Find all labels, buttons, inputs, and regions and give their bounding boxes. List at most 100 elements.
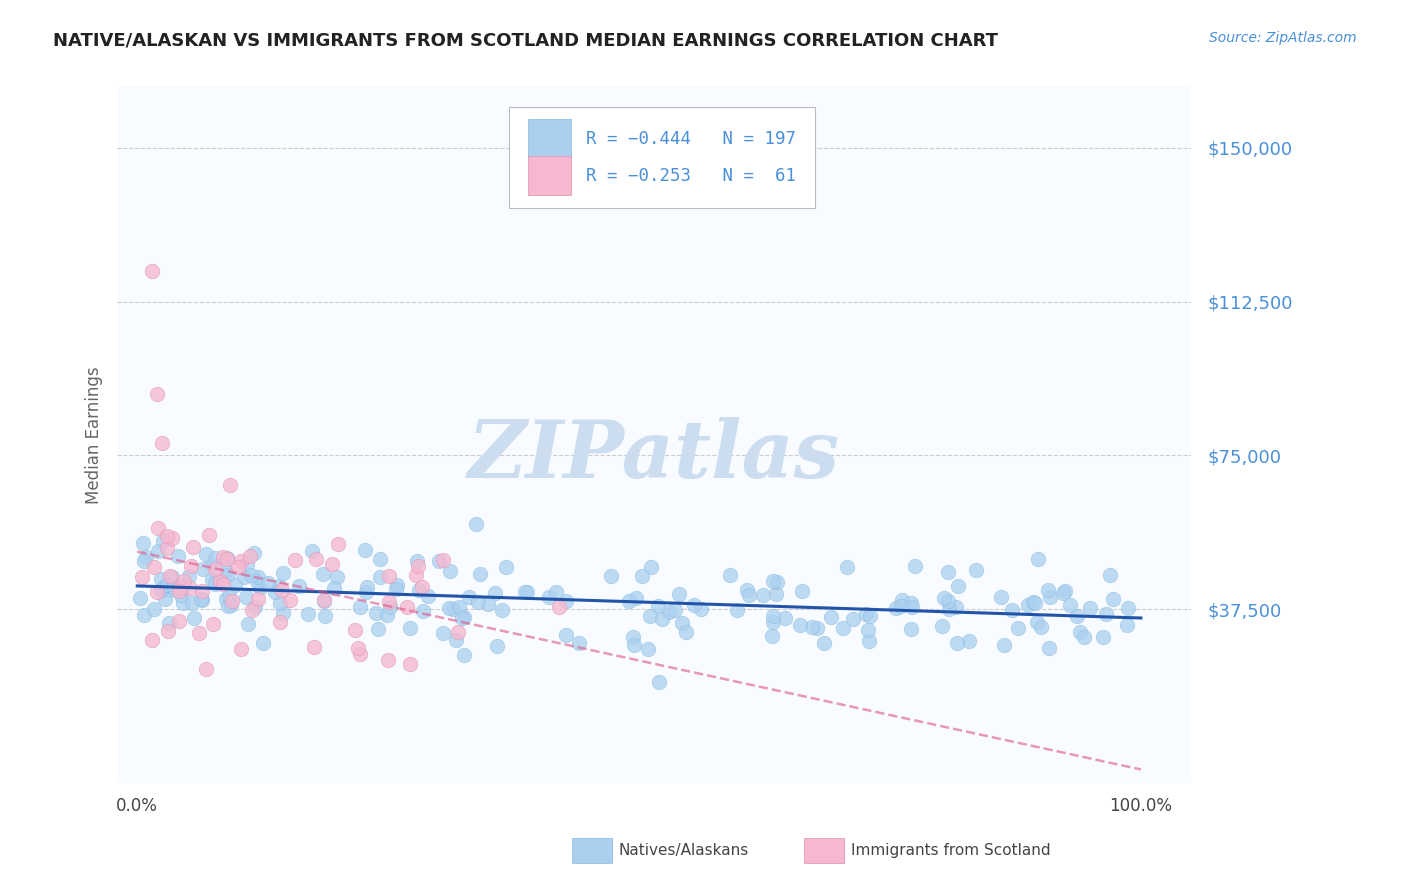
Point — [936, 565, 959, 579]
Point — [623, 638, 645, 652]
Point — [406, 554, 429, 568]
Point — [855, 607, 877, 622]
Point — [314, 594, 336, 608]
Point — [762, 615, 785, 629]
Point — [169, 580, 191, 594]
Point — [246, 574, 269, 589]
Point — [218, 478, 240, 492]
Point — [288, 579, 311, 593]
Point — [271, 582, 294, 597]
Point — [153, 579, 176, 593]
Point — [675, 625, 697, 640]
Point — [664, 603, 686, 617]
Point — [271, 566, 294, 580]
Point — [145, 585, 167, 599]
Point — [326, 537, 349, 551]
Point — [163, 580, 186, 594]
Point — [191, 593, 214, 607]
Point — [368, 570, 391, 584]
Point — [190, 591, 212, 606]
FancyBboxPatch shape — [509, 107, 815, 209]
Point — [1024, 596, 1046, 610]
Point — [242, 545, 264, 559]
Point — [231, 554, 253, 568]
Point — [441, 602, 464, 616]
Point — [806, 621, 828, 635]
Point — [831, 621, 853, 635]
Point — [1059, 598, 1081, 612]
Point — [135, 549, 157, 564]
Point — [385, 582, 408, 596]
Point — [204, 551, 226, 566]
Point — [180, 559, 202, 574]
Point — [160, 570, 183, 584]
Point — [486, 639, 509, 653]
Point — [948, 579, 970, 593]
Point — [152, 534, 174, 549]
Point — [177, 569, 200, 583]
Point — [312, 566, 335, 581]
Point — [904, 559, 927, 574]
Point — [188, 625, 211, 640]
Point — [1115, 617, 1137, 632]
Point — [215, 552, 238, 566]
Point — [856, 623, 879, 637]
Point — [217, 568, 239, 582]
Point — [936, 594, 959, 608]
Point — [278, 593, 301, 607]
Point — [239, 549, 262, 563]
Point — [890, 592, 912, 607]
FancyBboxPatch shape — [529, 120, 571, 158]
Point — [1007, 621, 1029, 635]
Text: Source: ZipAtlas.com: Source: ZipAtlas.com — [1209, 31, 1357, 45]
Point — [450, 611, 472, 625]
Point — [765, 587, 787, 601]
Point — [284, 552, 307, 566]
Point — [211, 550, 233, 565]
Point — [377, 653, 399, 667]
Point — [323, 581, 346, 595]
Point — [1066, 609, 1088, 624]
Point — [990, 590, 1012, 604]
Point — [640, 560, 662, 574]
Point — [938, 602, 960, 616]
Point — [842, 612, 865, 626]
Point — [398, 621, 420, 635]
Point — [399, 657, 422, 671]
Point — [156, 529, 179, 543]
Point — [647, 599, 669, 614]
Point — [297, 607, 319, 622]
Point — [1039, 590, 1062, 604]
Point — [568, 636, 591, 650]
Point — [149, 572, 172, 586]
Point — [217, 599, 239, 614]
Point — [630, 569, 652, 583]
Point — [215, 592, 238, 607]
Point — [156, 578, 179, 592]
Point — [218, 589, 240, 603]
Point — [200, 573, 222, 587]
Point — [236, 557, 259, 571]
Point — [170, 582, 193, 596]
Point — [1116, 600, 1139, 615]
Point — [367, 622, 389, 636]
Point — [172, 577, 194, 591]
Point — [378, 594, 401, 608]
Point — [412, 603, 434, 617]
Point — [159, 569, 181, 583]
Point — [411, 580, 433, 594]
Point — [209, 574, 232, 588]
Point — [621, 631, 644, 645]
Point — [325, 570, 347, 584]
Y-axis label: Median Earnings: Median Earnings — [86, 366, 103, 504]
Point — [1038, 641, 1060, 656]
Point — [236, 617, 259, 632]
Point — [156, 624, 179, 638]
Point — [1025, 615, 1047, 629]
Point — [900, 622, 922, 636]
Point — [752, 588, 775, 602]
Point — [356, 580, 378, 594]
Point — [408, 583, 430, 598]
Point — [617, 593, 640, 607]
Point — [143, 560, 166, 574]
